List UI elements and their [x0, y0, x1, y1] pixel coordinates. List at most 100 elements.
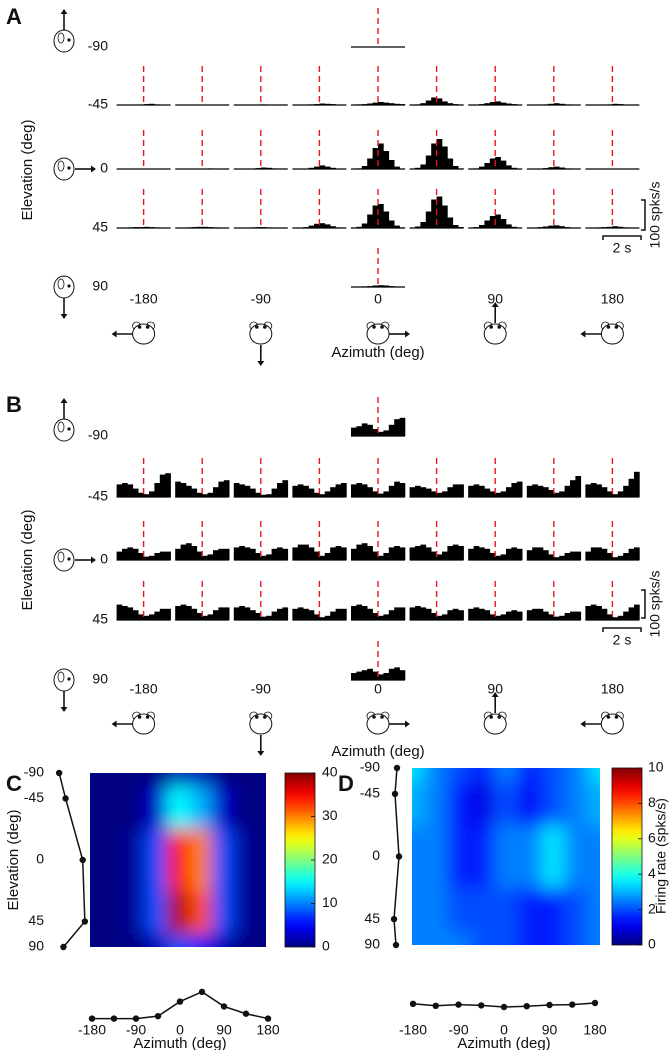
heatmap-cell [101, 934, 124, 947]
heatmap-cell [494, 768, 519, 782]
heatmap-cell [412, 780, 425, 826]
psth-bar [372, 671, 379, 680]
psth-bar [223, 480, 230, 497]
psth-bar [132, 610, 139, 620]
heatmap [412, 768, 600, 945]
azimuth-tuning-point [432, 1002, 439, 1009]
psth-bar [590, 604, 597, 620]
psth-bar [442, 101, 448, 105]
psth-bar [442, 614, 448, 620]
icon-eye [67, 677, 71, 681]
heatmap-cell [189, 785, 212, 830]
psth-bar [415, 485, 421, 497]
psth-bar [266, 615, 272, 620]
x-tick-label: -180 [130, 291, 158, 307]
psth [351, 397, 406, 437]
psth-bar [495, 555, 501, 560]
psth-bar [607, 491, 613, 497]
heatmap-cell [90, 829, 102, 892]
psth-bar [372, 613, 379, 620]
psth-bar [543, 226, 549, 228]
heatmap-cell [255, 785, 266, 830]
heatmap-cell [255, 934, 266, 947]
psth-bar [559, 555, 565, 560]
psth [175, 521, 230, 561]
y-tick-label: -45 [88, 488, 108, 504]
icon-eye [497, 325, 502, 329]
psth [175, 66, 230, 106]
y-tick-label: -45 [88, 96, 108, 112]
psth-bar [239, 606, 245, 620]
psth [585, 130, 640, 170]
psth-bar [202, 615, 208, 620]
psth-bar [420, 544, 427, 560]
psth [468, 130, 523, 170]
psth-bar [548, 490, 555, 497]
psth-bar [570, 480, 576, 497]
azimuth-tuning-point [132, 1015, 140, 1022]
psth-bar [207, 614, 214, 620]
psth-bar [590, 547, 597, 560]
psth-bar [180, 483, 187, 497]
heatmap-cell [233, 934, 256, 947]
icon-ear [57, 421, 65, 433]
icon-arrowhead [491, 692, 499, 697]
icon-eye [380, 715, 384, 719]
psth-bar [436, 492, 443, 497]
psth-bar [489, 614, 496, 620]
psth-bar [356, 544, 363, 560]
psth-bar [297, 544, 304, 560]
heatmap-cell [423, 768, 448, 782]
psth-bar [260, 494, 267, 497]
psth-bar [282, 548, 289, 560]
psth-bar [473, 484, 480, 497]
icon-ear [57, 551, 65, 563]
colorbar-tick-label: 0 [322, 938, 330, 954]
time-scale-label: 2 s [613, 240, 632, 256]
psth-bar [500, 219, 507, 228]
time-scale-bar [602, 235, 642, 240]
psth-bar [250, 610, 256, 620]
psth [116, 581, 171, 621]
psth-bar [361, 484, 368, 497]
icon-arrowhead [257, 751, 265, 756]
azimuth-tuning-line [92, 991, 269, 1020]
heatmap-cell [494, 887, 519, 933]
psth-bar [165, 551, 171, 560]
elevation-tuning-point [62, 795, 69, 802]
psth-bar [266, 554, 272, 560]
psth-bar [367, 546, 373, 560]
psth-bar [335, 546, 342, 560]
heatmap-cell [145, 785, 168, 830]
psth-bar [292, 547, 299, 560]
heatmap-cell [167, 890, 190, 935]
psth-bar [511, 610, 518, 620]
heatmap-cell [423, 887, 448, 933]
psth-bar [489, 102, 496, 105]
psth-bar [127, 607, 134, 620]
azimuth-tuning-point [523, 1003, 530, 1010]
psth-bar [319, 617, 326, 620]
psth [233, 130, 288, 170]
psth-bar [500, 614, 507, 620]
y-tick-label: 45 [92, 219, 108, 235]
azimuth-tuning-point [88, 1015, 96, 1022]
psth-bar [207, 554, 214, 560]
psth-bar [543, 550, 549, 560]
icon-eye [372, 325, 376, 329]
colorbar-tick-label: 0 [648, 936, 656, 952]
heatmap-cell [145, 829, 168, 892]
heatmap-cell [233, 773, 256, 787]
colorbar-tick-label: 10 [648, 759, 664, 775]
psth-bar [612, 494, 619, 497]
psth [175, 130, 230, 170]
psth-bar [297, 607, 304, 620]
heatmap-cell [167, 773, 190, 787]
psth [409, 130, 464, 170]
colorbar-tick-label: 20 [322, 851, 338, 867]
psth-bar [314, 166, 320, 169]
icon-eye [137, 715, 142, 719]
psth-bar [506, 103, 512, 105]
heatmap-cell [447, 768, 472, 782]
psth-bar [378, 674, 384, 680]
